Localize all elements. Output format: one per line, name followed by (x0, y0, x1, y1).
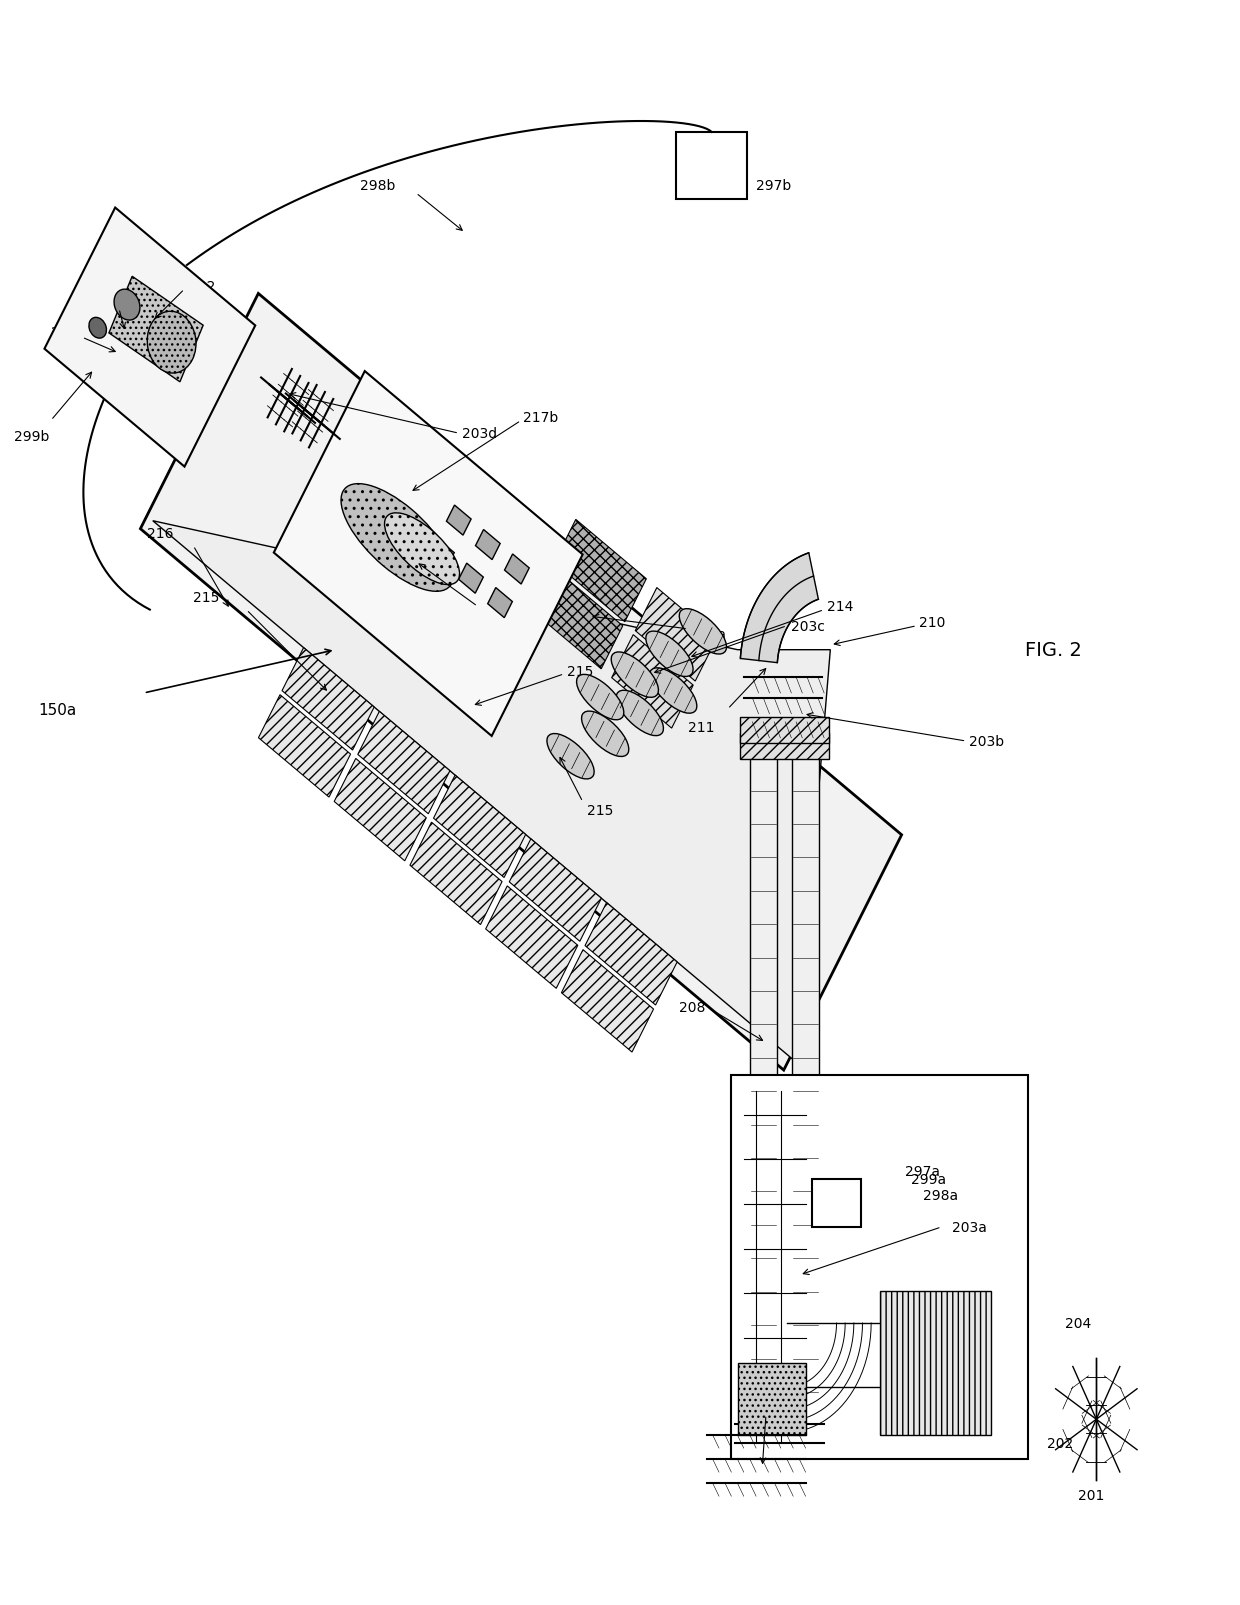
Ellipse shape (547, 733, 594, 780)
Bar (487, 587, 512, 618)
Polygon shape (750, 738, 777, 1411)
Polygon shape (740, 733, 830, 759)
Text: 215: 215 (587, 804, 613, 817)
Text: 203a: 203a (951, 1220, 987, 1234)
Polygon shape (635, 587, 717, 682)
Text: 299a: 299a (910, 1172, 946, 1186)
Ellipse shape (646, 632, 693, 677)
Polygon shape (140, 294, 901, 1071)
Bar (429, 539, 454, 570)
Ellipse shape (611, 653, 658, 698)
Text: 206: 206 (750, 1401, 776, 1416)
Bar (732, 1075, 1028, 1459)
Polygon shape (281, 648, 374, 751)
Bar (475, 530, 500, 560)
Ellipse shape (114, 291, 140, 321)
Text: 292: 292 (190, 279, 216, 294)
Text: 203b: 203b (968, 735, 1004, 748)
Text: 203c: 203c (791, 620, 825, 634)
Text: 217a: 217a (691, 628, 725, 642)
Polygon shape (792, 738, 820, 1411)
Text: 212: 212 (481, 607, 508, 621)
Text: 208: 208 (680, 1000, 706, 1014)
Polygon shape (562, 950, 653, 1053)
Polygon shape (510, 839, 601, 942)
Text: 298a: 298a (923, 1188, 959, 1202)
Polygon shape (740, 717, 830, 743)
Text: 204: 204 (1065, 1316, 1091, 1331)
Bar (812, 1180, 862, 1228)
Text: 297a: 297a (904, 1164, 940, 1178)
Ellipse shape (384, 514, 460, 586)
Polygon shape (45, 209, 255, 467)
Bar (459, 563, 484, 594)
Ellipse shape (341, 485, 454, 592)
Polygon shape (486, 886, 578, 989)
Polygon shape (258, 695, 351, 798)
Bar (505, 555, 529, 584)
Bar (676, 133, 748, 201)
Text: 294: 294 (51, 326, 77, 340)
Polygon shape (274, 372, 583, 737)
Polygon shape (109, 278, 203, 382)
Polygon shape (434, 775, 526, 878)
Text: 214: 214 (827, 600, 853, 615)
Ellipse shape (577, 676, 624, 721)
Polygon shape (585, 904, 677, 1005)
Text: FIG. 2: FIG. 2 (1024, 640, 1081, 660)
Polygon shape (410, 823, 502, 924)
Polygon shape (611, 636, 693, 729)
Ellipse shape (680, 610, 727, 655)
Ellipse shape (650, 668, 697, 714)
Bar (446, 506, 471, 536)
Text: 299b: 299b (14, 430, 50, 445)
Text: 201: 201 (1078, 1488, 1104, 1502)
Ellipse shape (148, 311, 196, 374)
Ellipse shape (616, 690, 663, 737)
Polygon shape (740, 554, 818, 663)
Polygon shape (531, 567, 622, 669)
Text: 203d: 203d (461, 427, 497, 441)
Polygon shape (335, 759, 427, 862)
Text: 217b: 217b (523, 411, 559, 425)
Polygon shape (153, 522, 831, 1063)
Text: 297b: 297b (756, 178, 791, 193)
Polygon shape (554, 520, 646, 623)
Ellipse shape (582, 711, 629, 758)
Bar (738, 1363, 806, 1435)
Text: 202: 202 (1047, 1436, 1073, 1451)
Text: 150a: 150a (38, 701, 77, 717)
Text: 211: 211 (688, 721, 714, 733)
Text: 215: 215 (567, 664, 593, 679)
Bar (880, 1290, 991, 1435)
Ellipse shape (89, 318, 107, 339)
Text: 210: 210 (919, 616, 946, 631)
Text: 215: 215 (193, 591, 219, 605)
Text: 296: 296 (91, 295, 117, 310)
Text: 298b: 298b (360, 178, 396, 193)
Text: 216: 216 (148, 526, 174, 541)
Polygon shape (358, 713, 450, 814)
